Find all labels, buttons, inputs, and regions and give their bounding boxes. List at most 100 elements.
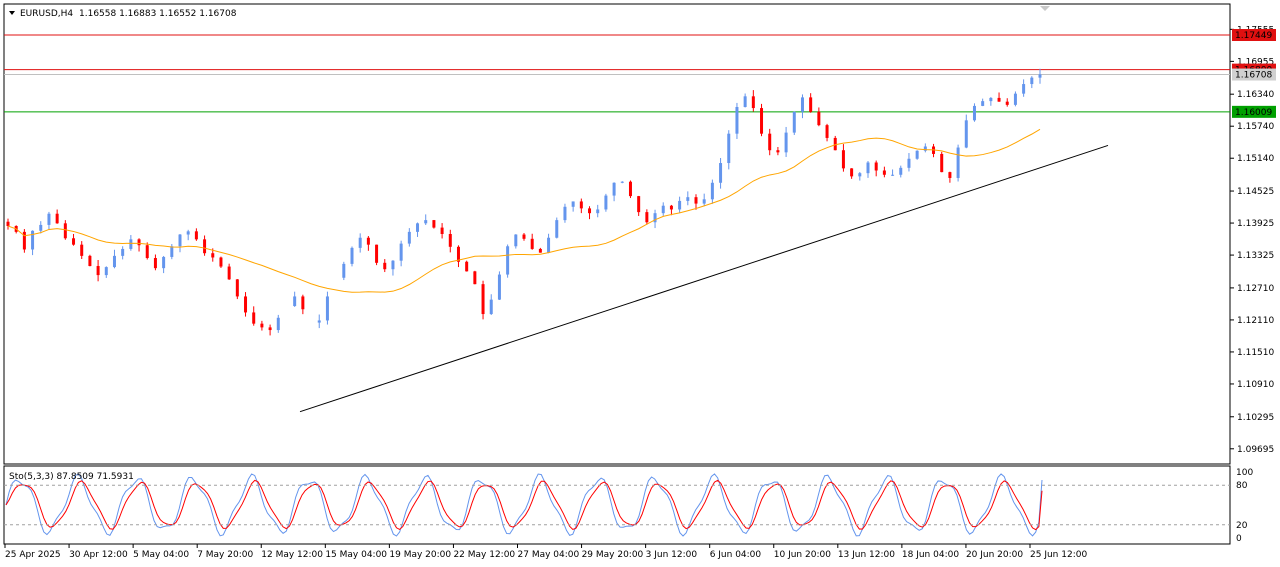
candle-body: [727, 133, 731, 164]
stochastic-axis: 100 80 20 0: [4, 468, 1253, 544]
candle-body: [465, 261, 469, 272]
candle-body: [350, 247, 354, 264]
symbol-title: EURUSD,H4: [20, 9, 73, 19]
candle-body: [997, 97, 1001, 102]
candle-body: [268, 327, 272, 331]
candle-body: [538, 248, 542, 253]
candle-body: [563, 206, 567, 221]
candle-body: [809, 97, 813, 112]
price-label: 1.16009: [1235, 108, 1272, 118]
candle-body: [342, 263, 346, 278]
time-tick-label: 3 Jun 12:00: [646, 550, 698, 560]
dropdown-triangle-icon[interactable]: [9, 11, 15, 15]
candle-body: [760, 108, 764, 134]
price-tick-label: 1.15740: [1237, 122, 1274, 132]
time-tick-label: 12 May 12:00: [261, 550, 323, 560]
candle-body: [506, 246, 510, 275]
time-tick-label: 30 Apr 12:00: [69, 550, 128, 560]
candle-body: [768, 133, 772, 151]
candle-body: [702, 199, 706, 204]
shift-marker-icon[interactable]: [1040, 6, 1050, 11]
candle-body: [88, 255, 92, 267]
price-tick-label: 1.09695: [1237, 445, 1274, 455]
candle-body: [645, 212, 649, 223]
candle-body: [170, 246, 174, 257]
candle-body: [260, 323, 264, 328]
candle-body: [547, 237, 551, 253]
price-tick-label: 1.13325: [1237, 251, 1274, 261]
stochastic-tick-label: 20: [1236, 521, 1248, 531]
candle-body: [612, 182, 616, 196]
candle-body: [1013, 93, 1017, 105]
candle-body: [866, 162, 870, 174]
time-tick-label: 15 May 04:00: [325, 550, 387, 560]
price-label-box: [1232, 105, 1276, 118]
candle-body: [407, 231, 411, 244]
candle-body: [882, 170, 886, 175]
price-tick-label: 1.11510: [1237, 348, 1274, 358]
candle-body: [907, 158, 911, 168]
candle-body: [416, 223, 420, 232]
stochastic-pane[interactable]: [3, 465, 1231, 545]
candle-body: [981, 101, 985, 106]
candle-body: [137, 239, 141, 246]
candle-body: [162, 256, 166, 269]
candle-body: [661, 205, 665, 214]
candle-body: [710, 182, 714, 200]
price-tick-label: 1.15140: [1237, 154, 1274, 164]
ohlc-values: 1.16558 1.16883 1.16552 1.16708: [79, 9, 237, 19]
candle-body: [891, 174, 895, 176]
price-pane[interactable]: [3, 3, 1231, 465]
candle-body: [628, 181, 632, 197]
trendline: [299, 144, 1109, 413]
stochastic-title: Sto(5,3,3) 87.8509 71.5931: [9, 472, 134, 482]
candle-body: [596, 209, 600, 214]
candle-body: [244, 296, 248, 313]
candle-body: [948, 172, 952, 178]
time-tick-label: 25 Jun 12:00: [1030, 550, 1087, 560]
moving-average-layer: [7, 128, 1041, 293]
candle-body: [686, 197, 690, 201]
price-label: 1.17449: [1235, 31, 1272, 41]
candle-body: [964, 120, 968, 148]
candle-body: [39, 224, 43, 231]
candle-body: [497, 274, 501, 300]
candle-body: [317, 320, 321, 323]
candle-body: [358, 237, 362, 248]
candle-body: [530, 238, 534, 249]
stochastic-tick-label: 80: [1236, 481, 1248, 491]
candle-body: [653, 213, 657, 223]
candle-body: [63, 223, 67, 239]
price-label-box: [1232, 29, 1276, 42]
candle-body: [923, 146, 927, 151]
candle-body: [776, 150, 780, 153]
candle-body: [72, 238, 76, 245]
candle-body: [571, 201, 575, 207]
stochastic-tick-label: 100: [1236, 468, 1253, 478]
candle-body: [448, 234, 452, 247]
candle-body: [153, 258, 157, 269]
candle-body: [219, 257, 223, 267]
time-tick-label: 25 Apr 2025: [5, 550, 61, 560]
candle-body: [588, 208, 592, 214]
price-axis: 1.175551.169551.163401.157401.151401.145…: [1230, 25, 1274, 455]
time-tick-label: 19 May 20:00: [389, 550, 451, 560]
price-label-box: [1232, 68, 1276, 81]
candle-body: [489, 299, 493, 315]
stochastic-tick-label: 0: [1236, 534, 1242, 544]
candle-body: [325, 296, 329, 321]
candle-body: [833, 137, 837, 151]
candle-body: [235, 279, 239, 297]
candle-body: [473, 271, 477, 285]
candle-body: [899, 167, 903, 175]
price-tick-label: 1.12110: [1237, 316, 1274, 326]
candle-body: [293, 296, 297, 307]
candle-body: [366, 237, 370, 245]
candle-body: [743, 96, 747, 107]
candle-body: [800, 97, 804, 112]
candle-body: [719, 163, 723, 183]
candle-body: [301, 296, 305, 310]
candle-body: [399, 243, 403, 261]
candle-body: [1022, 84, 1026, 94]
